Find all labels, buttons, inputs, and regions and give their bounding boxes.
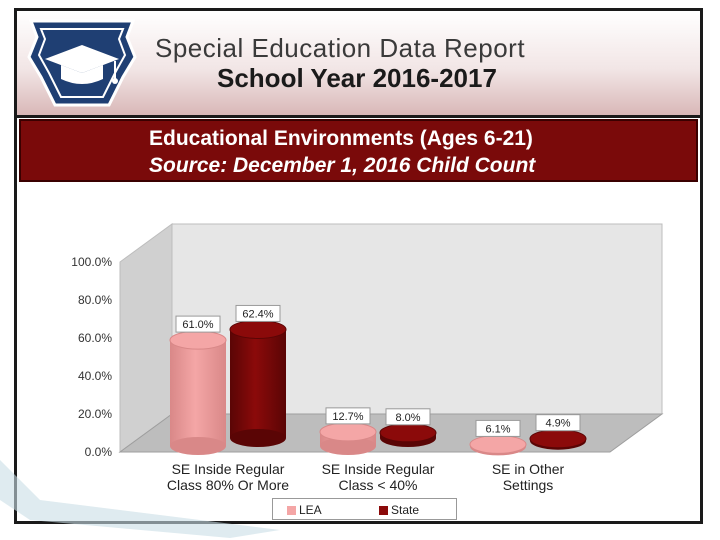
data-label: 8.0%: [395, 412, 420, 424]
legend-swatch-state: [379, 506, 388, 516]
data-label-box: [175, 315, 221, 333]
legend-item-lea: LEA: [287, 503, 322, 517]
bar-top-state-2: [529, 429, 587, 449]
legend-label-lea: LEA: [299, 503, 322, 517]
y-tick-label: 20.0%: [78, 407, 112, 421]
bar-top-lea-2: [469, 434, 527, 454]
x-category-label: Class < 40%: [339, 477, 418, 493]
chart-side-wall: [119, 223, 173, 453]
data-label: 6.1%: [485, 423, 510, 435]
data-label-box: [535, 414, 581, 432]
x-category-label: Settings: [503, 477, 554, 493]
legend-item-state: State: [379, 503, 419, 517]
legend-swatch-lea: [287, 506, 296, 516]
y-tick-label: 40.0%: [78, 369, 112, 383]
x-category-label: Class 80% Or More: [167, 477, 289, 493]
data-label: 62.4%: [242, 308, 273, 320]
legend-label-state: State: [391, 503, 420, 517]
report-title: Special Education Data Report: [155, 33, 526, 63]
data-label: 12.7%: [332, 411, 363, 423]
data-label: 4.9%: [545, 418, 570, 430]
chart-subtitle: Source: December 1, 2016 Child Count: [149, 154, 536, 177]
y-tick-label: 60.0%: [78, 331, 112, 345]
y-tick-label: 0.0%: [85, 445, 113, 459]
bar-base-lea-0: [170, 437, 226, 455]
bar-top-state-1: [379, 423, 437, 443]
data-label-box: [475, 419, 521, 437]
x-category-label: SE Inside Regular: [172, 461, 285, 477]
report-year: School Year 2016-2017: [217, 63, 497, 93]
bar-top-lea-1: [319, 422, 377, 442]
bar-top-state-0: [229, 319, 287, 339]
data-label-box: [235, 304, 281, 322]
bar-lea-0: [170, 340, 226, 446]
bar-top-lea-0: [169, 330, 227, 350]
y-tick-label: 100.0%: [71, 255, 112, 269]
x-category-label: SE Inside Regular: [322, 461, 435, 477]
bar-state-0: [230, 329, 286, 438]
header-banner: Special Education Data Report School Yea…: [17, 11, 700, 118]
bar-base-state-0: [230, 429, 286, 447]
x-category-label: SE in Other: [492, 461, 565, 477]
chart-legend: LEA State: [272, 498, 457, 520]
bar-base-lea-1: [320, 437, 376, 455]
data-label-box: [325, 407, 371, 425]
decorative-arrow: [0, 460, 280, 538]
y-tick-label: 80.0%: [78, 293, 112, 307]
keystone-graduation-cap-icon: [27, 19, 137, 107]
data-label: 61.0%: [182, 319, 213, 331]
chart-title-bar: Educational Environments (Ages 6-21) Sou…: [19, 119, 698, 182]
data-label-box: [385, 408, 431, 426]
chart-title: Educational Environments (Ages 6-21): [149, 127, 533, 150]
